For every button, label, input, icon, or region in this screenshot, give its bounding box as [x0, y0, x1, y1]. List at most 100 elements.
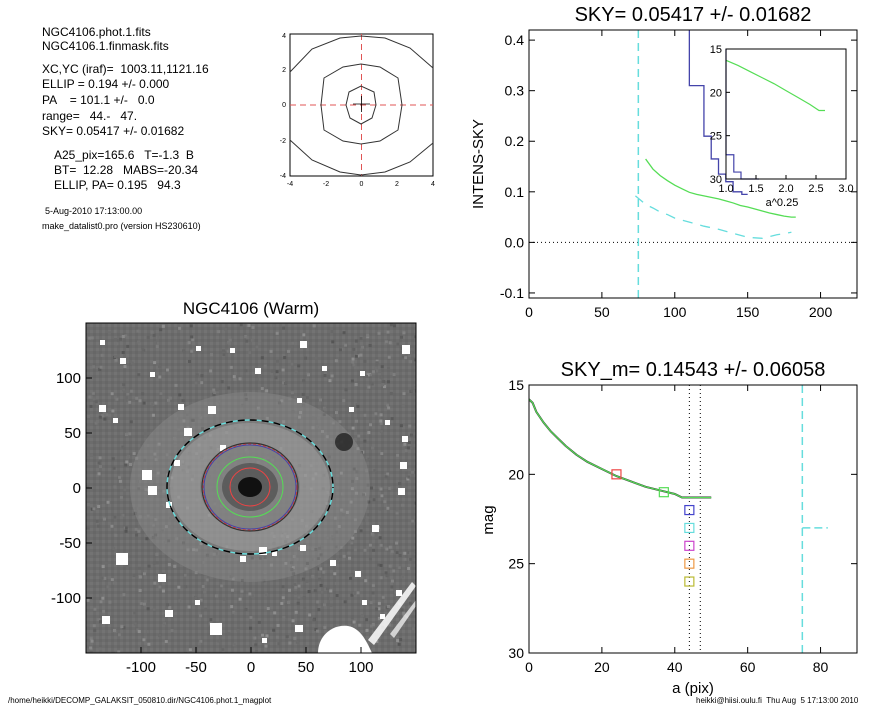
image-y-tick: 50	[64, 425, 81, 442]
info-line: NGC4106.1.finmask.fits	[42, 39, 169, 53]
sky-plot-area	[529, 30, 857, 298]
sky-series-line	[688, 30, 748, 195]
info-line: PA = 101.1 +/- 0.0	[42, 93, 155, 107]
sky-x-tick: 50	[594, 304, 610, 320]
footer-path: /home/heikki/DECOMP_GALAKSIT_050810.dir/…	[8, 696, 272, 705]
info-line: SKY= 0.05417 +/- 0.01682	[42, 124, 185, 138]
image-title: NGC4106 (Warm)	[183, 299, 319, 318]
footer-user: heikki@hiisi.oulu.fi Thu Aug 5 17:13:00 …	[696, 696, 859, 705]
param-line: A25_pix=165.6 T=-1.3 B	[54, 148, 194, 162]
inset-x-tick: 2.0	[778, 183, 793, 195]
mag-marker	[684, 504, 695, 516]
galaxy-image	[86, 323, 416, 653]
sky-x-tick: 150	[736, 304, 760, 320]
isophote-ellipse	[202, 443, 298, 531]
date-line: 5-Aug-2010 17:13:00.00	[45, 206, 143, 216]
isophote-ellipse	[216, 456, 284, 518]
image-x-tick: 100	[348, 659, 373, 676]
image-x-tick: 0	[247, 659, 255, 676]
contour-x-tick: 0	[360, 181, 364, 188]
mag-x-tick: 60	[740, 659, 756, 675]
mag-plot-area	[529, 385, 828, 653]
sky-ylabel: INTENS-SKY	[470, 119, 487, 209]
mag-y-tick: 30	[508, 645, 524, 661]
sky-x-tick: 200	[809, 304, 833, 320]
sky-y-tick: 0.4	[505, 32, 525, 48]
sky-frame	[528, 29, 858, 299]
contour-x-tick: -2	[323, 181, 329, 188]
sky-y-tick: 0.3	[505, 83, 525, 99]
isophote-ellipse	[203, 444, 297, 530]
param-line: ELLIP, PA= 0.195 94.3	[54, 178, 181, 192]
inset-xlabel: a^0.25	[766, 197, 799, 209]
param-line: BT= 12.28 MABS=-20.34	[54, 163, 199, 177]
sky-panel: SKY= 0.05417 +/- 0.01682 INTENS-SKY 0 50 1…	[470, 4, 858, 320]
mag-marker	[684, 558, 695, 569]
inset-x-tick: 3.0	[838, 183, 853, 195]
image-x-tick: -50	[185, 659, 207, 676]
sky-series-line	[645, 158, 796, 218]
mag-xlabel: a (pix)	[672, 680, 714, 697]
inset-series-line	[725, 59, 825, 112]
image-y-tick: -100	[51, 590, 81, 607]
inset-y-tick: 25	[710, 131, 722, 143]
mag-x-tick: 40	[667, 659, 683, 675]
sky-y-tick: -0.1	[500, 285, 524, 301]
info-line: XC,YC (iraf)= 1003.11,1121.16	[42, 62, 209, 76]
contour-y-tick: -4	[280, 173, 286, 180]
image-y-tick: 0	[73, 480, 81, 497]
contour-x-tick: -4	[287, 181, 293, 188]
contour-x-tick: 2	[395, 181, 399, 188]
sky-title: SKY= 0.05417 +/- 0.01682	[575, 4, 812, 26]
mag-ylabel: mag	[480, 505, 497, 534]
mag-y-tick: 15	[508, 377, 524, 393]
contour-x-tick: 4	[431, 181, 435, 188]
info-line: ELLIP = 0.194 +/- 0.000	[42, 77, 170, 91]
contour-y-tick: 2	[282, 67, 286, 74]
mag-y-tick: 20	[508, 466, 524, 482]
contour-line	[289, 35, 434, 73]
mag-x-tick: 0	[525, 659, 533, 675]
sky-y-tick: 0.1	[505, 184, 525, 200]
contour-line	[345, 85, 377, 125]
inset-x-tick: 2.5	[808, 183, 823, 195]
inset-y-tick: 30	[710, 174, 722, 186]
mag-y-tick: 25	[508, 556, 524, 572]
mag-x-tick: 80	[813, 659, 829, 675]
mag-marker	[684, 522, 695, 534]
info-line: NGC4106.phot.1.fits	[42, 25, 151, 39]
contour-line	[289, 139, 434, 176]
isophote-ellipse	[229, 467, 271, 507]
mag-series-shadow	[529, 398, 712, 499]
mag-marker	[611, 469, 622, 480]
contour-y-tick: 0	[282, 102, 286, 109]
image-y-tick: 100	[56, 370, 81, 387]
mag-series-line	[529, 398, 712, 499]
sky-x-tick: 100	[663, 304, 687, 320]
contour-line	[320, 63, 403, 145]
isophote-ellipse	[166, 419, 334, 555]
inset-x-tick: 1.5	[748, 183, 763, 195]
image-x-tick: 50	[298, 659, 315, 676]
inset-y-tick: 20	[710, 87, 722, 99]
contour-y-tick: -2	[280, 138, 286, 145]
mag-marker	[684, 540, 695, 551]
isophote-ellipse	[201, 442, 299, 532]
info-line: range= 44.- 47.	[42, 109, 138, 123]
image-panel: NGC4106 (Warm) -100 -50 0 50 100 -100 -50 0 50 10…	[51, 299, 417, 676]
inset-x-tick: 1.0	[718, 183, 733, 195]
sky-y-tick: 0.2	[505, 133, 525, 149]
mag-x-tick: 20	[594, 659, 610, 675]
mag-frame	[528, 384, 858, 654]
image-y-tick: -50	[59, 535, 81, 552]
mag-title: SKY_m= 0.14543 +/- 0.06058	[561, 359, 826, 381]
mag-marker	[684, 576, 695, 587]
sky-series-line	[634, 195, 792, 239]
inset-y-tick: 15	[710, 44, 722, 56]
contour-y-tick: 4	[282, 33, 286, 40]
program-line: make_datalist0.pro (version HS230610)	[42, 221, 201, 231]
image-x-tick: -100	[126, 659, 156, 676]
sky-y-tick: 0.0	[505, 234, 525, 250]
mag-marker	[658, 487, 669, 498]
